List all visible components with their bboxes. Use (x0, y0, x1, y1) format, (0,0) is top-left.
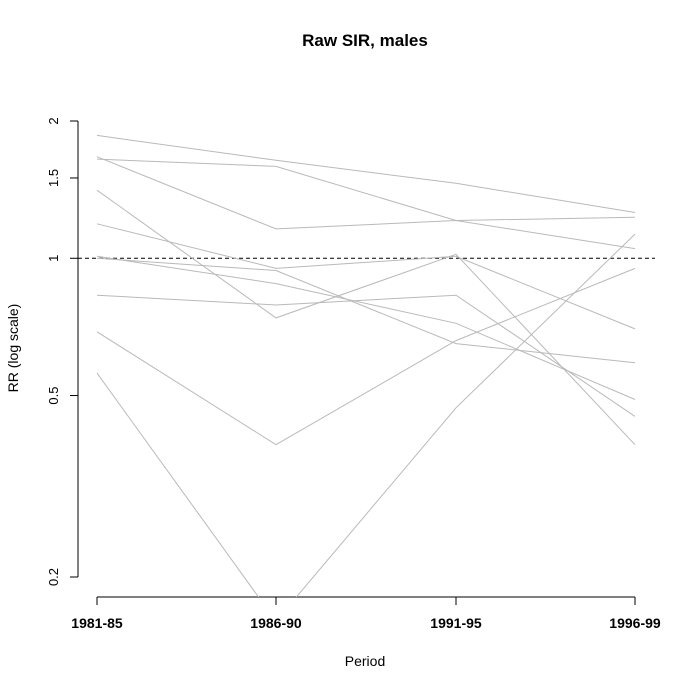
x-tick-label: 1986-90 (250, 615, 302, 631)
y-tick-label: 1.5 (46, 169, 61, 187)
series-line-3 (96, 156, 636, 250)
chart-title: Raw SIR, males (302, 31, 428, 50)
y-tick-label: 0.2 (46, 568, 61, 586)
y-tick-label: 1 (46, 255, 61, 262)
x-tick-label: 1991-95 (430, 615, 482, 631)
series-line-7 (96, 257, 636, 364)
plot-area (78, 134, 655, 597)
x-axis-label: Period (345, 653, 385, 669)
x-axis-ticks: 1981-85 1986-90 1991-95 1996-99 (71, 597, 661, 631)
series-line-9 (96, 267, 636, 446)
series-line-4 (96, 189, 636, 446)
y-axis-ticks: 0.2 0.5 1 1.5 2 (46, 117, 78, 586)
series-line-1 (96, 134, 636, 213)
y-tick-label: 2 (46, 117, 61, 124)
series-line-2 (96, 158, 636, 222)
x-tick-label: 1996-99 (609, 615, 661, 631)
series-line-5 (96, 223, 636, 330)
y-axis-label: RR (log scale) (5, 304, 21, 393)
x-tick-label: 1981-85 (71, 615, 123, 631)
y-tick-label: 0.5 (46, 387, 61, 405)
series-line-10 (96, 233, 636, 597)
series-line-8 (96, 294, 636, 417)
series-line-6 (96, 255, 636, 400)
